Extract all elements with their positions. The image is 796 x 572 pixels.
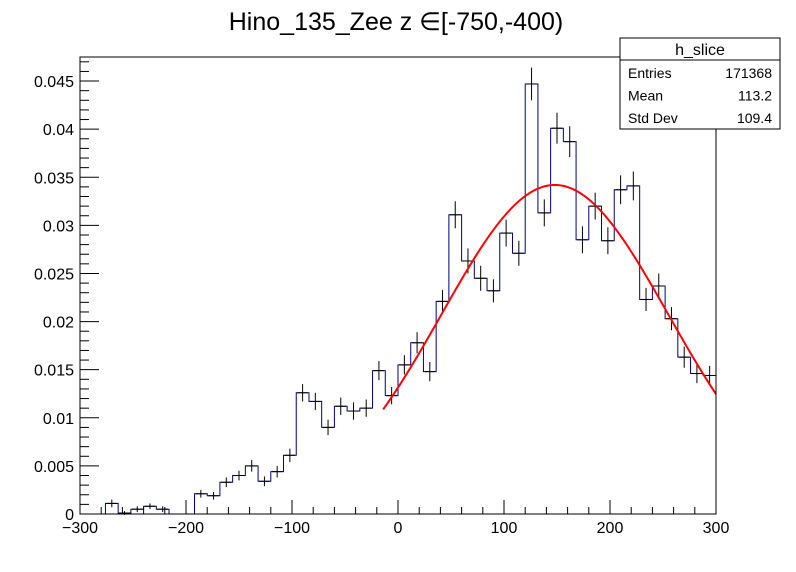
histogram-bin [131,506,143,513]
chart-title: Hino_135_Zee z ∈[-750,-400) [229,8,563,36]
histogram-bin [259,476,270,487]
histogram-bin [538,199,550,227]
y-tick-label: 0.025 [34,266,74,283]
histogram-bin [233,470,245,481]
plot-area [80,67,717,515]
y-tick-label: 0.03 [43,218,74,235]
histogram-bin [475,265,487,291]
x-tick-label: 300 [703,520,730,537]
y-tick-label: 0.035 [34,170,74,187]
histogram-bin [208,491,219,500]
histogram-bin [704,365,715,386]
histogram-bin [322,419,334,436]
histogram-bin [157,506,169,513]
stats-row-label: Entries [628,65,672,81]
histogram-bin [627,171,639,201]
histogram-bin [449,201,461,229]
stats-row-label: Mean [628,88,663,104]
histogram-bin [653,273,665,299]
stats-box-frame [619,37,781,130]
stats-box-title: h_slice [675,42,725,59]
histogram-bin [488,279,499,303]
histogram-bin [577,226,588,254]
histogram-bin [424,361,436,382]
stats-row-value: 171368 [725,65,772,81]
histogram-bin [551,112,563,144]
histogram-bin [526,67,537,101]
histogram-bin [348,402,359,420]
y-tick-label: 0.01 [43,411,74,428]
stats-row-value: 109.4 [737,110,772,126]
axes: −300 −200 −100 0 100 200 300 0 0.005 0.01 0.015 0.0… [34,56,730,537]
histogram-bin [220,477,232,488]
fit-curve [382,183,717,410]
histogram-bin [513,240,525,266]
histogram-bin [615,175,626,205]
y-tick-label: 0.015 [34,363,74,380]
histogram-bin [373,361,385,381]
histogram-bin [309,392,321,411]
histogram-bin [640,287,652,311]
y-tick-label: 0 [65,507,74,524]
histogram-bin [106,499,118,508]
histogram-line [80,83,716,515]
x-tick-label: 0 [394,520,403,537]
stats-row-value: 113.2 [738,88,772,104]
histogram-bin [678,346,690,368]
histogram-bin [411,332,423,354]
histogram-bin [246,460,258,472]
x-tick-label: −200 [168,520,204,537]
histogram-bin [284,448,296,463]
histogram-bin [437,289,448,313]
histogram-bin [195,489,207,498]
stats-row-label: Std Dev [628,110,678,126]
histogram-bin [297,384,308,402]
histogram-bin [360,399,372,417]
x-tick-label: 200 [597,520,624,537]
y-tick-label: 0.02 [43,315,74,332]
histogram-bin [500,219,512,247]
histogram-bin [564,126,576,158]
histogram-bin [335,397,347,415]
histogram-bin [144,503,156,510]
histogram-bin [271,465,283,478]
x-tick-label: −300 [62,520,98,537]
x-tick-label: 100 [491,520,518,537]
x-tick-label: −100 [274,520,310,537]
histogram-bin [399,355,410,375]
y-tick-label: 0.045 [34,74,74,91]
y-tick-label: 0.005 [34,459,74,476]
y-tick-label: 0.04 [43,122,74,139]
histogram-bin [602,227,614,255]
histogram-bin [691,363,703,384]
